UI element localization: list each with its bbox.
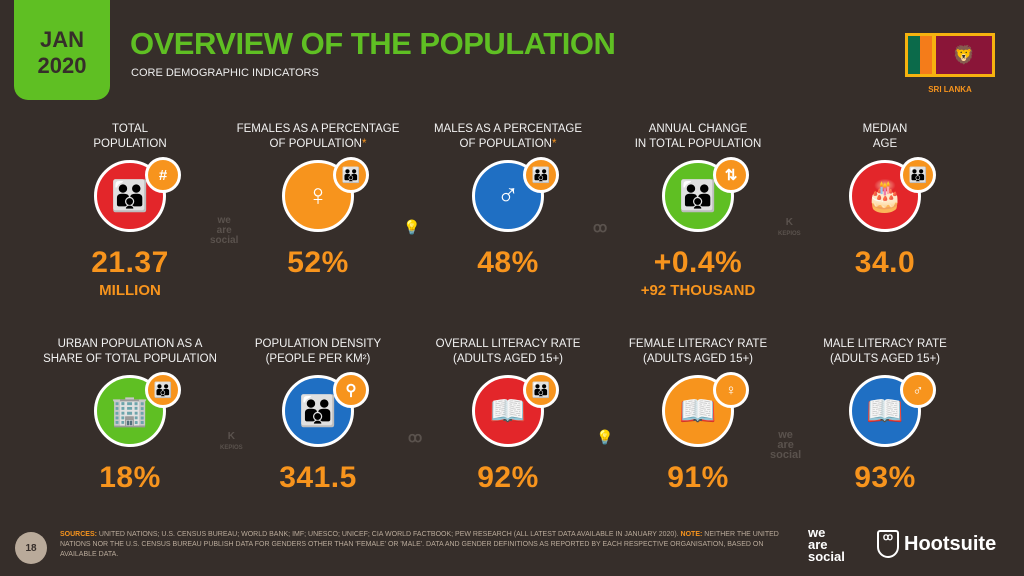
female-badge-icon: ♀ (713, 372, 749, 408)
lightbulb-watermark-icon: 💡 (596, 429, 614, 445)
indicator-value: 93% (854, 461, 916, 494)
people-badge-icon: 👪 (523, 157, 559, 193)
indicator-label: FEMALES AS A PERCENTAGE OF POPULATION* (223, 122, 413, 152)
date-year: 2020 (37, 53, 87, 78)
female-icon: ♀ 👪 (282, 157, 369, 232)
label-line2: AGE (872, 138, 898, 150)
people-icon: 👪 ⇅ (662, 157, 749, 232)
indicator-label: FEMALE LITERACY RATE (ADULTS AGED 15+) (603, 337, 793, 367)
indicator-row2-1: POPULATION DENSITY (PEOPLE PER KM²) 👪 ⚲ 34… (223, 337, 413, 495)
label-line2: POPULATION (93, 138, 167, 150)
indicator-value: 21.37 (91, 246, 169, 279)
indicator-label: POPULATION DENSITY (PEOPLE PER KM²) (223, 337, 413, 367)
book-icon: 📖 👪 (472, 372, 559, 447)
birthday-cake-icon: 🎂 👪 (849, 157, 936, 232)
indicator-row2-2: OVERALL LITERACY RATE (ADULTS AGED 15+) 📖… (413, 337, 603, 495)
page-subtitle: CORE DEMOGRAPHIC INDICATORS (131, 67, 319, 79)
label-line2: OF POPULATION (459, 138, 552, 150)
indicator-label: OVERALL LITERACY RATE (ADULTS AGED 15+) (413, 337, 603, 367)
hootsuite-text: Hootsuite (904, 532, 997, 555)
hootsuite-owl-watermark-icon: ꝏ (408, 429, 423, 445)
up-down-arrows-badge-icon: ⇅ (713, 157, 749, 193)
note: NEITHER THE UNITED NATIONS NOR THE U.S. … (60, 531, 779, 558)
indicator-row2-4: MALE LITERACY RATE (ADULTS AGED 15+) 📖 ♂ 9… (790, 337, 980, 495)
note-label: NOTE: (680, 531, 703, 538)
indicator-value: 341.5 (279, 461, 357, 494)
indicator-label: URBAN POPULATION AS A SHARE OF TOTAL POPU… (35, 337, 225, 367)
label-line2: (PEOPLE PER KM²) (265, 353, 371, 365)
indicator-label: MALES AS A PERCENTAGE OF POPULATION* (413, 122, 603, 152)
label-line1: ANNUAL CHANGE (648, 123, 748, 135)
label-line1: FEMALE LITERACY RATE (628, 338, 768, 350)
label-line2: (ADULTS AGED 15+) (452, 353, 564, 365)
label-line1: TOTAL (112, 123, 148, 135)
country-label: SRI LANKA (928, 85, 972, 94)
indicator-value: +0.4% (653, 246, 743, 279)
label-line2: IN TOTAL POPULATION (634, 138, 762, 150)
we-are-social-watermark: we are social (210, 215, 239, 246)
sri-lanka-flag-icon: 🦁 (905, 33, 995, 77)
book-icon: 📖 ♂ (849, 372, 936, 447)
indicator-value: 91% (667, 461, 729, 494)
label-line1: OVERALL LITERACY RATE (435, 338, 581, 350)
label-line2: (ADULTS AGED 15+) (642, 353, 754, 365)
indicator-row2-3: FEMALE LITERACY RATE (ADULTS AGED 15+) 📖 ♀… (603, 337, 793, 495)
date-month: JAN (39, 27, 84, 52)
date-badge: JAN 2020 (14, 0, 110, 100)
we-are-social-watermark: we are social (770, 429, 802, 461)
male-badge-icon: ♂ (900, 372, 936, 408)
location-pin-badge-icon: ⚲ (333, 372, 369, 408)
hootsuite-owl-watermark-icon: ꝏ (593, 219, 608, 235)
indicator-row1-4: MEDIAN AGE 🎂 👪 34.0 (790, 122, 980, 280)
indicator-subvalue: +92 THOUSAND (640, 282, 756, 299)
indicator-value: 34.0 (854, 246, 916, 279)
male-icon: ♂ 👪 (472, 157, 559, 232)
indicator-label: ANNUAL CHANGE IN TOTAL POPULATION (603, 122, 793, 152)
label-line1: FEMALES AS A PERCENTAGE (236, 123, 400, 135)
people-badge-icon: 👪 (523, 372, 559, 408)
label-line1: MEDIAN (862, 123, 908, 135)
sources: UNITED NATIONS; U.S. CENSUS BUREAU; WORL… (96, 531, 681, 538)
people-badge-icon: 👪 (333, 157, 369, 193)
we-are-social-logo: we are social (808, 525, 845, 564)
asterisk: * (361, 138, 367, 150)
people-badge-icon: 👪 (145, 372, 181, 408)
indicator-value: 92% (477, 461, 539, 494)
#-badge-icon: # (145, 157, 181, 193)
owl-icon: ꝏ (877, 530, 899, 558)
people-icon: 👪 ⚲ (282, 372, 369, 447)
indicator-value: 52% (287, 246, 349, 279)
label-line1: MALE LITERACY RATE (823, 338, 947, 350)
indicator-label: TOTAL POPULATION (35, 122, 225, 152)
indicator-value: 48% (477, 246, 539, 279)
label-line2: OF POPULATION (269, 138, 362, 150)
label-line1: URBAN POPULATION AS A (57, 338, 203, 350)
sources-text: SOURCES: UNITED NATIONS; U.S. CENSUS BUR… (60, 530, 780, 560)
indicator-value: 18% (99, 461, 161, 494)
page-number: 18 (15, 532, 47, 564)
kepios-watermark: K KEPIOS (778, 217, 801, 238)
label-line2: SHARE OF TOTAL POPULATION (43, 353, 217, 365)
label-line2: (ADULTS AGED 15+) (829, 353, 941, 365)
building-icon: 🏢 👪 (94, 372, 181, 447)
hootsuite-logo: ꝏ Hootsuite (877, 530, 996, 558)
indicator-row2-0: URBAN POPULATION AS A SHARE OF TOTAL POPU… (35, 337, 225, 495)
lightbulb-watermark-icon: 💡 (403, 219, 421, 235)
label-line1: POPULATION DENSITY (254, 338, 382, 350)
asterisk: * (551, 138, 557, 150)
indicator-label: MEDIAN AGE (790, 122, 980, 152)
indicator-row1-3: ANNUAL CHANGE IN TOTAL POPULATION 👪 ⇅ +0.4… (603, 122, 793, 299)
label-line1: MALES AS A PERCENTAGE (433, 123, 583, 135)
indicator-row1-0: TOTAL POPULATION 👪 # 21.37 MILLION (35, 122, 225, 299)
indicator-row1-2: MALES AS A PERCENTAGE OF POPULATION* ♂ 👪 4… (413, 122, 603, 280)
indicator-subvalue: MILLION (99, 282, 161, 299)
indicator-row1-1: FEMALES AS A PERCENTAGE OF POPULATION* ♀ 👪… (223, 122, 413, 280)
sources-label: SOURCES: (60, 531, 97, 538)
indicator-label: MALE LITERACY RATE (ADULTS AGED 15+) (790, 337, 980, 367)
page-title: OVERVIEW OF THE POPULATION (130, 26, 616, 61)
people-icon: 👪 # (94, 157, 181, 232)
people-badge-icon: 👪 (900, 157, 936, 193)
kepios-watermark: K KEPIOS (220, 431, 243, 452)
book-icon: 📖 ♀ (662, 372, 749, 447)
